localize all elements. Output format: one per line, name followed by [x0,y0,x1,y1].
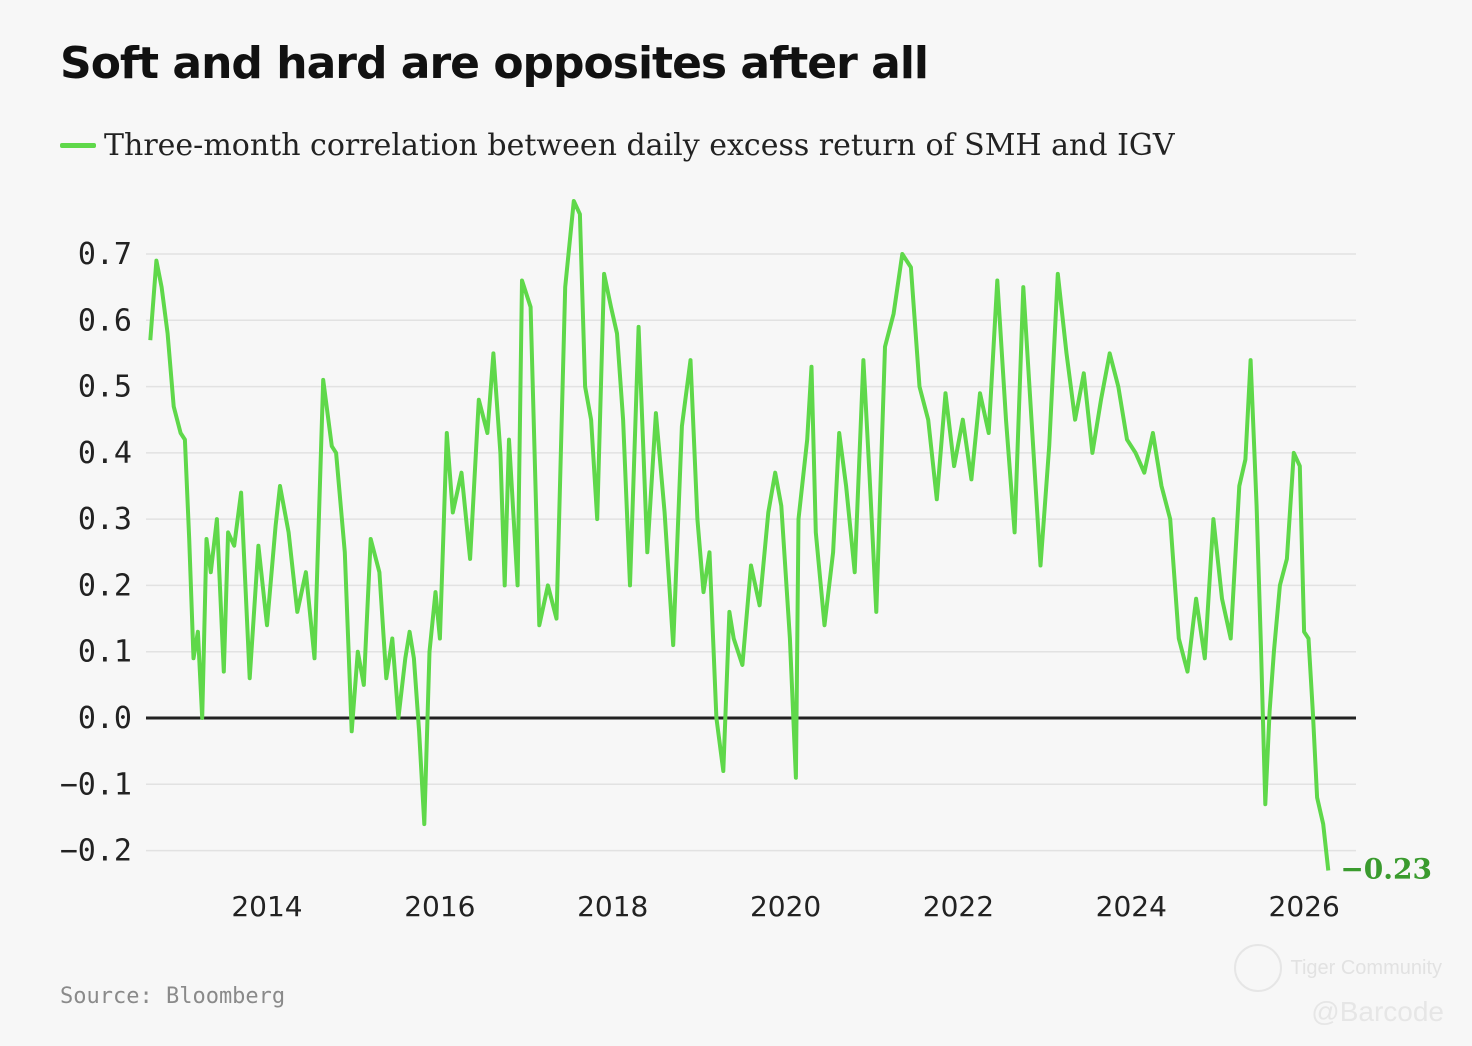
tiger-logo-icon [1234,944,1283,992]
x-tick-label: 2016 [404,890,475,923]
y-tick-label: 0.5 [78,370,132,405]
watermark-text: Tiger Community [1290,956,1442,979]
y-tick-label: 0.0 [78,701,132,736]
chart-svg: 0.70.60.50.40.30.20.10.0−0.1−0.2 2014 201… [60,199,1432,923]
x-tick-label: 2022 [923,890,994,923]
y-tick-label: 0.2 [78,568,132,603]
series-line [148,199,1331,871]
x-tick-label: 2014 [231,890,302,923]
y-axis-ticks: 0.7 0.6 0.5 0.4 0.3 0.2 0.1 0.0 −0.1 −0.2 [60,237,132,869]
y-tick-label: 0.1 [78,635,132,670]
legend-label: Three-month correlation between daily ex… [104,128,1175,163]
y-tick-label: −0.1 [60,767,132,802]
source-note: Source: Bloomberg [60,984,286,1009]
legend-swatch [60,143,96,148]
x-tick-label: 2024 [1096,890,1167,923]
end-value-label: −0.23 [1340,852,1432,885]
y-tick-label: −0.2 [60,834,132,869]
x-tick-label: 2020 [750,890,821,923]
watermark: Tiger Community [1234,944,1442,992]
legend: Three-month correlation between daily ex… [60,128,1175,163]
watermark-handle: @Barcode [1311,996,1444,1027]
y-tick-label: 0.3 [78,502,132,537]
x-tick-label: 2026 [1269,890,1340,923]
chart-title: Soft and hard are opposites after all [60,38,929,89]
y-tick-label: 0.7 [78,237,132,272]
x-axis-ticks: 2014 2016 2018 2020 2022 2024 2026 [231,890,1339,923]
x-tick-label: 2018 [577,890,648,923]
y-tick-label: 0.4 [78,436,132,471]
y-tick-label: 0.6 [78,303,132,338]
